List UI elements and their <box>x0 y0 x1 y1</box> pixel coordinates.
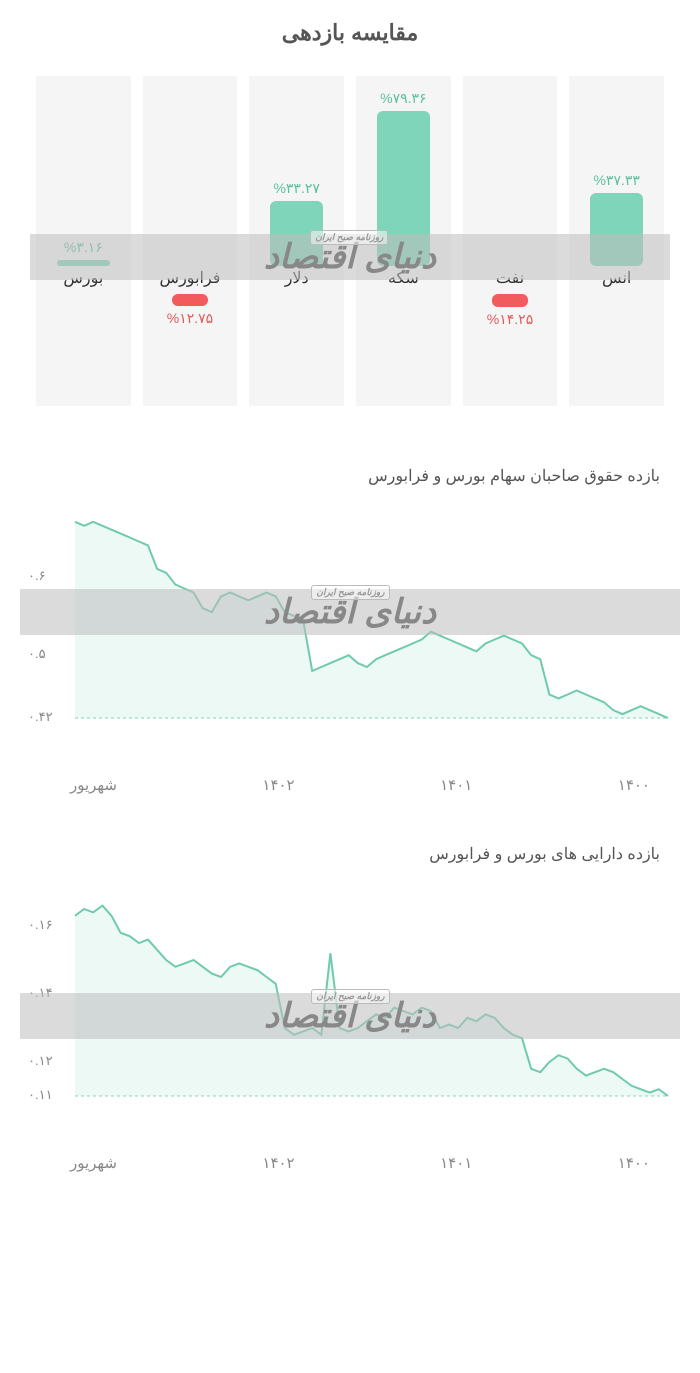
linechart1-title: بازده حقوق صاحبان سهام بورس و فرابورس <box>10 466 660 486</box>
linechart1: دنیای اقتصاد روزنامه صبح ایران ۰.۴۲۰.۵۰.… <box>20 506 680 766</box>
linechart2-title: بازده دارایی های بورس و فرابورس <box>10 844 660 864</box>
y-tick-label: ۰.۱۴ <box>28 985 53 1001</box>
y-tick-label: ۰.۱۲ <box>28 1053 53 1069</box>
bar-name-label: بورس <box>42 268 125 288</box>
x-tick-label: ۱۴۰۲ <box>262 1154 294 1172</box>
bar <box>377 111 430 266</box>
y-tick-label: ۰.۱۶ <box>28 917 53 933</box>
y-tick-label: ۰.۶ <box>28 568 46 584</box>
bar-col-سکه: %۷۹.۳۶ سکه <box>356 76 451 406</box>
y-tick-label: ۰.۱۱ <box>28 1087 53 1103</box>
linechart2: دنیای اقتصاد روزنامه صبح ایران ۰.۱۱۰.۱۲۰… <box>20 884 680 1144</box>
bar-name-label: نفت <box>469 268 552 288</box>
bar-value-label: %۷۹.۳۶ <box>380 90 426 107</box>
bar <box>172 294 208 306</box>
bar-col-فرابورس: %۱۲.۷۵ فرابورس <box>143 76 238 406</box>
bar-name-label: انس <box>575 268 658 288</box>
bar-col-بورس: %۳.۱۶ بورس <box>36 76 131 406</box>
x-tick-label: ۱۴۰۰ <box>618 1154 650 1172</box>
x-tick-label: ۱۴۰۲ <box>262 776 294 794</box>
bar <box>270 201 323 266</box>
x-tick-label: ۱۴۰۱ <box>440 776 472 794</box>
bar-value-label: %۳۷.۳۳ <box>593 172 639 189</box>
x-tick-label: ۱۴۰۰ <box>618 776 650 794</box>
x-tick-label: ۱۴۰۱ <box>440 1154 472 1172</box>
bar-value-label: %۱۴.۲۵ <box>487 311 533 328</box>
comparison-barchart: %۳.۱۶ بورس %۱۲.۷۵ فرابورس %۳۳.۲۷ دلار %۷۹.۳۶ سک… <box>30 76 670 406</box>
y-tick-label: ۰.۵ <box>28 646 46 662</box>
y-tick-label: ۰.۴۲ <box>28 709 53 725</box>
bar <box>590 193 643 266</box>
x-tick-label: شهریور <box>70 1154 117 1172</box>
bar <box>57 260 110 266</box>
barchart-title: مقایسه بازدهی <box>10 20 690 46</box>
x-tick-label: شهریور <box>70 776 117 794</box>
bar-name-label: سکه <box>362 268 445 288</box>
bar-col-دلار: %۳۳.۲۷ دلار <box>249 76 344 406</box>
bar-col-نفت: %۱۴.۲۵ نفت <box>463 76 558 406</box>
bar-value-label: %۳.۱۶ <box>64 239 103 256</box>
bar-name-label: فرابورس <box>149 268 232 288</box>
bar-name-label: دلار <box>255 268 338 288</box>
bar-value-label: %۳۳.۲۷ <box>273 180 319 197</box>
bar-value-label: %۱۲.۷۵ <box>167 310 213 327</box>
bar-col-انس: %۳۷.۳۳ انس <box>569 76 664 406</box>
bar <box>492 294 528 307</box>
